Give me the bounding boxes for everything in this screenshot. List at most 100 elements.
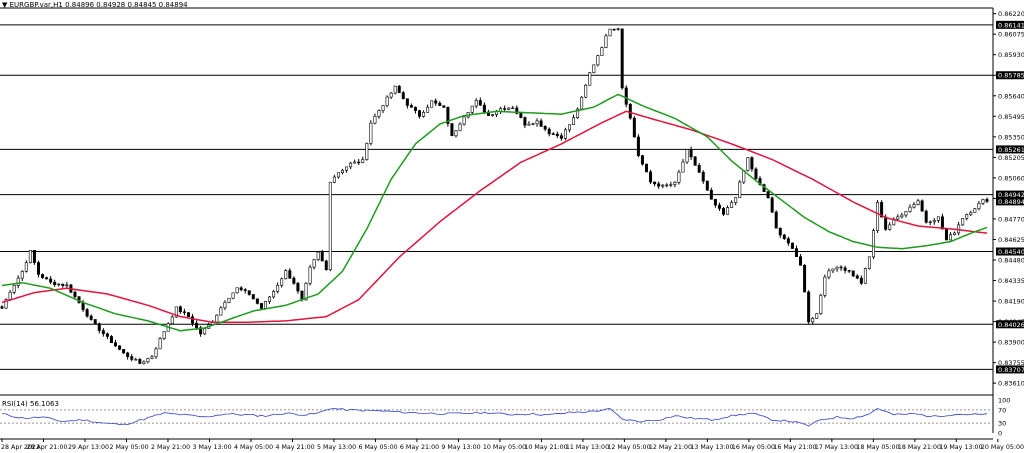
candle-body (20, 271, 24, 279)
candle-body (150, 356, 154, 359)
candle-body (750, 157, 754, 170)
level-price-tag (996, 20, 1024, 29)
candle-body (61, 283, 65, 286)
rsi-tick-label: 100 (998, 397, 1010, 405)
candle-body (807, 291, 811, 323)
candle-body (746, 157, 750, 171)
candle-body (681, 161, 685, 173)
x-tick-label: 10 May 21:00 (524, 444, 567, 451)
candle-body (93, 319, 97, 324)
candle-body (523, 117, 527, 126)
x-tick-label: 17 May 13:00 (815, 444, 858, 451)
candle-body (770, 197, 774, 213)
moving-average-slow-line (1, 110, 988, 324)
candle-body (57, 283, 61, 286)
candle-body (932, 220, 936, 223)
candle-body (705, 180, 709, 191)
candle-body (284, 270, 288, 280)
candle-body (774, 211, 778, 229)
candle-body (361, 159, 365, 163)
candle-body (786, 238, 790, 244)
candle-body (336, 172, 340, 178)
candle-body (462, 116, 466, 125)
x-tick-label: 3 May 13:00 (192, 444, 231, 451)
x-tick-label: 10 May 05:00 (483, 444, 526, 451)
y-tick-label: 0.86075 (998, 31, 1024, 39)
candle-body (243, 289, 247, 291)
candle-body (726, 207, 730, 215)
candle-body (199, 327, 203, 335)
rsi-name: RSI(14) (2, 400, 28, 408)
y-tick-label: 0.84480 (998, 257, 1024, 265)
candle-body (531, 123, 535, 125)
candle-body (924, 210, 928, 223)
candle-body (235, 287, 239, 294)
candle-body (482, 104, 486, 113)
candle-body (385, 96, 389, 106)
candle-body (645, 163, 649, 173)
level-price-tag (996, 365, 1024, 374)
candle-body (389, 92, 393, 98)
candle-body (738, 181, 742, 198)
candle-body (109, 336, 113, 344)
candle-body (231, 292, 235, 299)
candle-body (393, 85, 397, 94)
candle-body (928, 221, 932, 223)
candle-body (182, 311, 186, 313)
candle-body (0, 306, 4, 309)
x-tick-label: 28 Apr 21:00 (26, 444, 67, 451)
candle-body (677, 171, 681, 183)
candle-body (653, 181, 657, 185)
candle-body (722, 208, 726, 215)
x-tick-label: 2 May 21:00 (151, 444, 190, 451)
current-price-label: 0.84894 (998, 198, 1024, 206)
level-price-label: 0.84026 (998, 321, 1024, 329)
candle-body (624, 87, 628, 105)
candle-body (961, 218, 965, 226)
level-price-label: 0.84540 (998, 248, 1024, 256)
ohlc-high: 0.84928 (96, 1, 126, 9)
candle-body (851, 270, 855, 277)
candles-group (0, 27, 989, 365)
rsi-tick-label: 70 (998, 406, 1006, 414)
y-tick-label: 0.85495 (998, 113, 1024, 121)
candle-body (365, 143, 369, 160)
candle-body (555, 133, 559, 136)
candle-body (438, 102, 442, 106)
candle-body (292, 277, 296, 284)
x-tick-label: 29 Apr 13:00 (68, 444, 109, 451)
candle-body (596, 55, 600, 66)
candle-body (401, 92, 405, 100)
candle-body (985, 199, 989, 202)
candle-body (880, 202, 884, 218)
candle-body (835, 266, 839, 270)
candle-body (357, 161, 361, 164)
x-tick-label: 5 May 13:00 (317, 444, 356, 451)
candle-body (170, 316, 174, 325)
x-tick-label: 2 May 05:00 (109, 444, 148, 451)
candle-body (154, 348, 158, 358)
candle-body (965, 214, 969, 219)
candle-body (559, 135, 563, 139)
x-tick-label: 6 May 21:00 (400, 444, 439, 451)
candle-body (442, 105, 446, 108)
current-price-tag (996, 197, 1024, 206)
candle-body (778, 227, 782, 236)
candle-body (142, 361, 146, 364)
candle-body (328, 181, 332, 271)
candle-body (276, 284, 280, 292)
candle-body (422, 112, 426, 117)
ohlc-low: 0.84845 (127, 1, 157, 9)
candle-body (973, 208, 977, 213)
candle-body (843, 267, 847, 271)
candle-body (912, 204, 916, 208)
candle-body (896, 216, 900, 220)
x-tick-label: 12 May 05:00 (607, 444, 650, 451)
candle-body (126, 352, 130, 357)
candle-body (847, 270, 851, 272)
rsi-value: 56.1063 (29, 400, 59, 408)
y-tick-label: 0.85060 (998, 174, 1024, 182)
collapse-arrow-icon[interactable]: ▼ (2, 1, 8, 9)
candle-body (584, 84, 588, 98)
